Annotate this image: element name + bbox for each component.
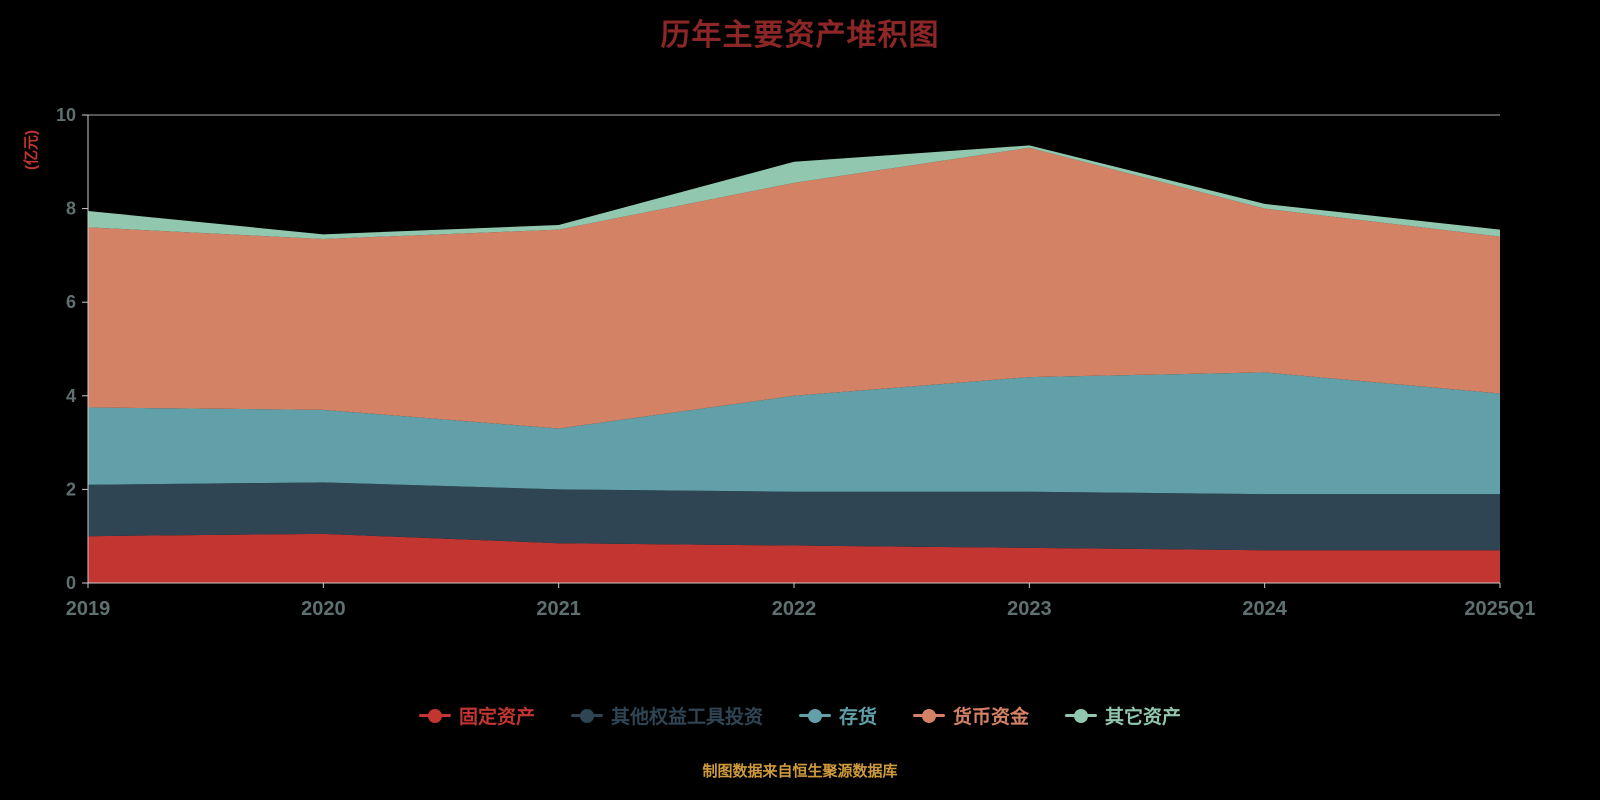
legend-item-4[interactable]: 其它资产 <box>1065 702 1181 729</box>
legend-marker-icon <box>1065 708 1098 723</box>
y-tick-label: 0 <box>66 573 76 593</box>
x-tick-label: 2019 <box>66 598 111 620</box>
legend-label: 其它资产 <box>1105 707 1182 728</box>
x-tick-label: 2023 <box>1007 598 1052 620</box>
legend-label: 存货 <box>838 707 877 728</box>
y-tick-label: 6 <box>66 292 76 312</box>
y-tick-label: 8 <box>66 199 76 219</box>
legend-label: 货币资金 <box>953 707 1030 728</box>
x-tick-label: 2025Q1 <box>1464 598 1535 620</box>
area-series-2[interactable] <box>88 372 1500 495</box>
legend-item-1[interactable]: 其他权益工具投资 <box>570 702 763 729</box>
legend-label: 其他权益工具投资 <box>610 707 763 728</box>
legend-marker-icon <box>913 708 945 723</box>
legend-marker-icon <box>570 708 603 723</box>
area-series-3[interactable] <box>88 147 1500 429</box>
area-series-4[interactable] <box>88 145 1500 240</box>
legend-item-0[interactable]: 固定资产 <box>418 702 535 729</box>
y-tick-label: 10 <box>56 105 76 125</box>
area-series-0[interactable] <box>88 533 1500 583</box>
legend-item-2[interactable]: 存货 <box>798 702 877 729</box>
legend-marker-icon <box>798 708 831 723</box>
x-tick-label: 2024 <box>1242 598 1287 620</box>
legend-item-3[interactable]: 货币资金 <box>913 702 1029 729</box>
legend-label: 固定资产 <box>458 707 535 728</box>
chart-legend: 固定资产 其他权益工具投资 存货 货币资金 其它资产 <box>0 702 1600 729</box>
chart-title: 历年主要资产堆积图 <box>660 19 940 52</box>
x-tick-label: 2020 <box>301 598 346 620</box>
x-tick-label: 2022 <box>772 598 817 620</box>
x-tick-label: 2021 <box>536 598 581 620</box>
area-series-1[interactable] <box>88 482 1500 551</box>
data-source-note: 制图数据来自恒生聚源数据库 <box>702 763 898 780</box>
legend-marker-icon <box>418 708 451 723</box>
y-tick-label: 2 <box>66 479 76 499</box>
y-tick-label: 4 <box>66 386 76 406</box>
